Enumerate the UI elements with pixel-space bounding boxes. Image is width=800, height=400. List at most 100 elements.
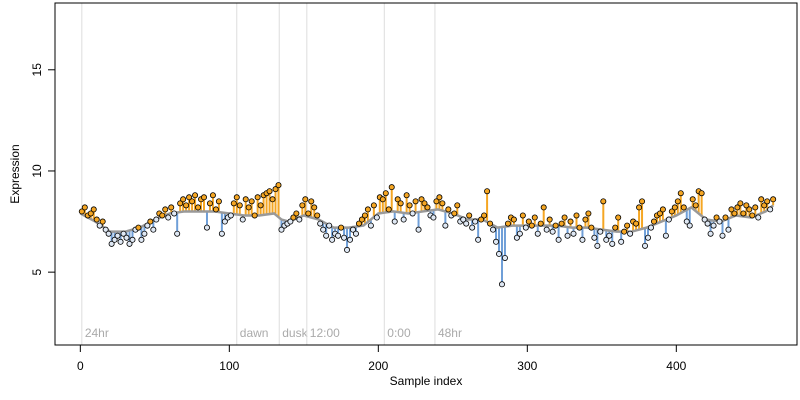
point — [618, 238, 625, 245]
point — [352, 230, 359, 237]
point — [341, 234, 348, 241]
point — [388, 184, 395, 191]
point — [600, 198, 607, 205]
point — [394, 196, 401, 203]
point — [555, 236, 562, 243]
x-tick-label: 100 — [219, 359, 239, 373]
point — [570, 230, 577, 237]
point — [710, 222, 717, 229]
point — [525, 218, 532, 225]
point — [326, 222, 333, 229]
event-label: 24hr — [85, 326, 109, 340]
point — [254, 194, 261, 201]
point — [397, 200, 404, 207]
point — [749, 212, 756, 219]
point — [731, 210, 738, 217]
point — [248, 198, 255, 205]
point — [543, 226, 550, 233]
point — [138, 236, 145, 243]
x-tick-label: 400 — [666, 359, 686, 373]
point — [347, 236, 354, 243]
point — [278, 226, 285, 233]
point — [698, 190, 705, 197]
point — [206, 200, 213, 207]
point — [439, 200, 446, 207]
point — [463, 220, 470, 227]
point — [487, 220, 494, 227]
point — [412, 198, 419, 205]
point — [227, 212, 234, 219]
point — [421, 200, 428, 207]
x-axis-label: Sample index — [390, 374, 463, 388]
point — [126, 240, 133, 247]
point — [418, 196, 425, 203]
point — [719, 232, 726, 239]
point — [624, 222, 631, 229]
point — [591, 234, 598, 241]
point — [522, 224, 529, 231]
point — [272, 186, 279, 193]
point — [561, 214, 568, 221]
point — [344, 246, 351, 253]
point — [656, 210, 663, 217]
point — [481, 212, 488, 219]
point — [189, 198, 196, 205]
point — [293, 210, 300, 217]
point — [725, 226, 732, 233]
point — [519, 212, 526, 219]
point — [704, 220, 711, 227]
point — [603, 236, 610, 243]
point — [81, 204, 88, 211]
point — [579, 236, 586, 243]
point — [302, 196, 309, 203]
point — [308, 198, 315, 205]
point — [430, 214, 437, 221]
y-tick-label: 5 — [30, 268, 44, 275]
point — [594, 242, 601, 249]
point — [153, 216, 160, 223]
point — [233, 194, 240, 201]
point — [528, 222, 535, 229]
point — [162, 206, 169, 213]
point — [358, 216, 365, 223]
point — [209, 192, 216, 199]
point — [379, 196, 386, 203]
point — [424, 204, 431, 211]
plot-frame — [54, 2, 798, 346]
point — [174, 230, 181, 237]
point — [221, 218, 228, 225]
point — [496, 250, 503, 257]
point — [78, 208, 85, 215]
point — [645, 234, 652, 241]
point — [87, 210, 94, 217]
point — [445, 206, 452, 213]
point — [683, 218, 690, 225]
point — [469, 224, 476, 231]
event-label: dawn — [240, 326, 269, 340]
point — [537, 220, 544, 227]
point — [129, 236, 136, 243]
point — [677, 190, 684, 197]
x-tick-label: 300 — [517, 359, 537, 373]
point — [564, 232, 571, 239]
point — [218, 230, 225, 237]
point — [186, 194, 193, 201]
point — [761, 202, 768, 209]
point — [90, 206, 97, 213]
point — [621, 228, 628, 235]
point — [647, 224, 654, 231]
point — [245, 204, 252, 211]
point — [546, 216, 553, 223]
point — [433, 198, 440, 205]
point — [501, 254, 508, 261]
point — [105, 230, 112, 237]
point — [114, 232, 121, 239]
point — [686, 222, 693, 229]
point — [251, 212, 258, 219]
point — [296, 216, 303, 223]
point — [200, 194, 207, 201]
point — [597, 228, 604, 235]
point — [311, 204, 318, 211]
point — [558, 220, 565, 227]
point — [615, 214, 622, 221]
